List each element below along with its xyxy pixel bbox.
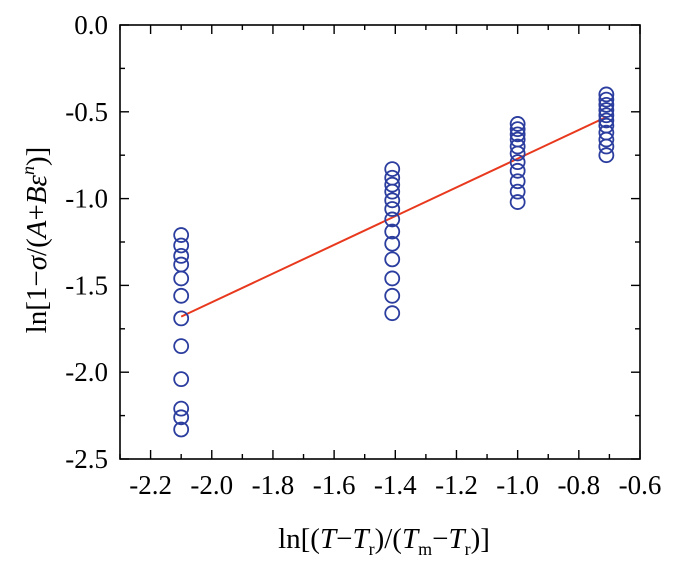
data-point — [173, 237, 190, 254]
x-tick-label: -1.4 — [374, 470, 417, 500]
y-tick-labels: 0.0 -0.5 -1.0 -1.5 -2.0 -2.5 — [65, 10, 108, 474]
data-point — [509, 173, 526, 190]
data-point — [598, 91, 615, 108]
data-point — [384, 211, 401, 228]
data-point — [509, 183, 526, 200]
fit-line-group — [180, 116, 607, 318]
data-point — [384, 251, 401, 268]
data-point — [598, 147, 615, 164]
fit-line — [180, 116, 607, 318]
data-point — [173, 247, 190, 264]
data-point — [384, 192, 401, 209]
plot-area — [119, 24, 641, 460]
y-tick-label: -2.5 — [65, 444, 108, 474]
data-point — [173, 371, 190, 388]
x-tick-label: -0.6 — [619, 470, 662, 500]
y-tick-label: -2.0 — [65, 357, 108, 387]
data-point — [509, 154, 526, 171]
data-point — [173, 310, 190, 327]
data-point — [509, 116, 526, 132]
data-point — [509, 194, 526, 210]
data-point — [173, 409, 190, 426]
data-point — [173, 421, 190, 438]
data-point — [509, 162, 526, 179]
x-tick-labels: -2.2 -2.0 -1.8 -1.6 -1.4 -1.2 -1.0 -0.8 -0.6 — [129, 470, 661, 500]
y-axis-title: ln[1−σ/(A+Bεn)] — [18, 147, 53, 334]
y-tick-label: -1.5 — [65, 270, 108, 300]
data-point — [598, 112, 615, 129]
data-point — [384, 235, 401, 252]
data-point — [598, 107, 615, 124]
data-point — [598, 86, 615, 103]
data-point — [384, 201, 401, 217]
x-axis-title: ln[(T−Tr)/(Tm−Tr)] — [278, 523, 490, 559]
x-tick-label: -1.2 — [435, 470, 478, 500]
data-point — [173, 338, 190, 355]
data-point — [598, 102, 615, 118]
data-point — [173, 256, 190, 273]
x-tick-label: -2.0 — [190, 470, 233, 500]
data-point — [173, 287, 190, 304]
data-point — [598, 138, 615, 155]
data-point — [173, 227, 190, 243]
data-point — [509, 121, 526, 138]
data-point — [384, 223, 401, 240]
axis-ticks — [119, 24, 641, 460]
data-point — [384, 305, 401, 322]
y-tick-label: -0.5 — [65, 97, 108, 127]
data-point — [509, 126, 526, 143]
data-point — [598, 96, 615, 113]
y-tick-label: 0.0 — [74, 10, 108, 40]
x-tick-label: -1.8 — [252, 470, 295, 500]
data-point — [384, 183, 401, 200]
data-point — [509, 138, 526, 155]
x-tick-label: -1.0 — [496, 470, 539, 500]
plot-frame — [119, 24, 641, 460]
x-tick-label: -1.6 — [313, 470, 356, 500]
data-points — [173, 86, 615, 438]
y-tick-label: -1.0 — [65, 184, 108, 214]
data-point — [384, 287, 401, 304]
data-point — [173, 400, 190, 417]
data-point — [509, 145, 526, 162]
data-point — [173, 270, 190, 287]
data-point — [384, 161, 401, 177]
data-point — [384, 270, 401, 287]
x-tick-label: -2.2 — [129, 470, 172, 500]
data-point — [598, 131, 615, 148]
x-tick-label: -0.8 — [557, 470, 600, 500]
data-point — [384, 176, 401, 193]
